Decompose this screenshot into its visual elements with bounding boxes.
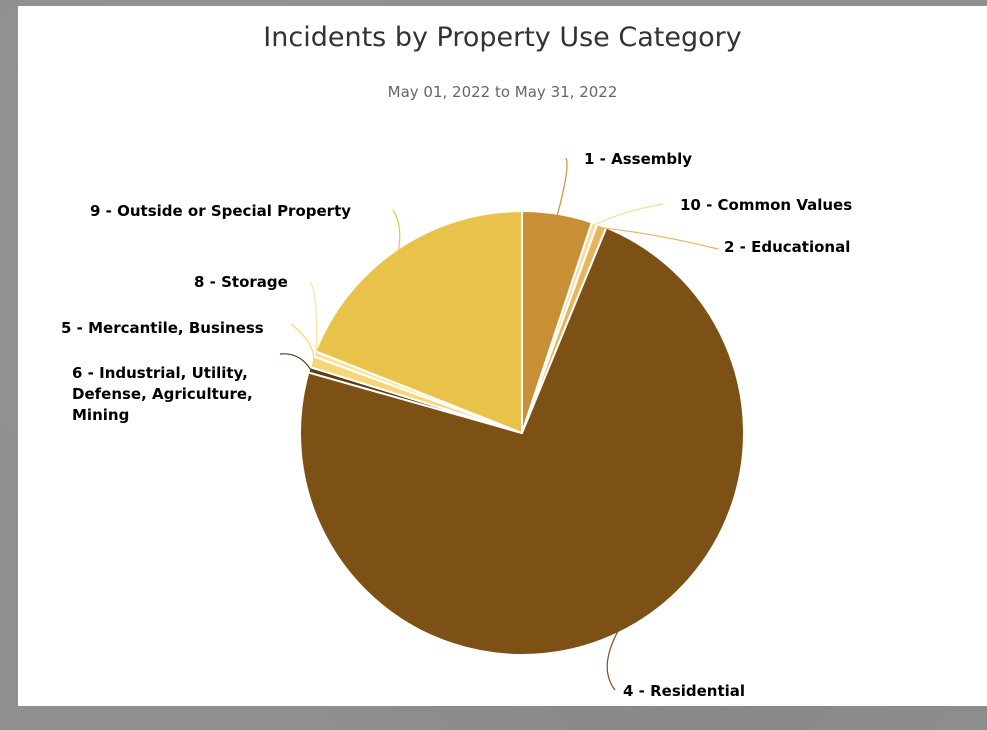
chart-panel: Incidents by Property Use Category May 0…: [18, 6, 987, 706]
slice-label-2: 10 - Common Values: [680, 196, 852, 214]
label-connector-7: [309, 281, 318, 355]
slice-label-8: 9 - Outside or Special Property: [90, 202, 351, 220]
labels-layer: 1 - Assembly 10 - Common Values 2 - Educat…: [61, 150, 852, 700]
label-connector-1: [556, 157, 568, 216]
pie-chart: 1 - Assembly 10 - Common Values 2 - Educat…: [61, 150, 852, 700]
label-connector-3: [600, 227, 719, 250]
chart-title: Incidents by Property Use Category: [263, 22, 742, 53]
slice-label-1: 1 - Assembly: [584, 150, 692, 168]
slice-label-7: 8 - Storage: [194, 273, 288, 291]
slices-layer: [299, 210, 745, 656]
slice-label-4: 4 - Residential: [623, 682, 745, 700]
label-connector-2: [593, 203, 664, 226]
pie-slice-8[interactable]: [314, 210, 523, 434]
slice-label-6: 5 - Mercantile, Business: [61, 319, 264, 337]
label-connector-8: [392, 209, 401, 252]
slice-label-3: 2 - Educational: [724, 238, 850, 256]
label-connector-4: [606, 630, 619, 691]
label-connector-5: [279, 353, 312, 371]
label-connector-6: [290, 323, 315, 363]
chart-subtitle: May 01, 2022 to May 31, 2022: [387, 83, 618, 101]
pie-slice-4[interactable]: [299, 226, 745, 656]
slice-label-5: 6 - Industrial, Utility, Defense, Agricul…: [72, 364, 253, 424]
